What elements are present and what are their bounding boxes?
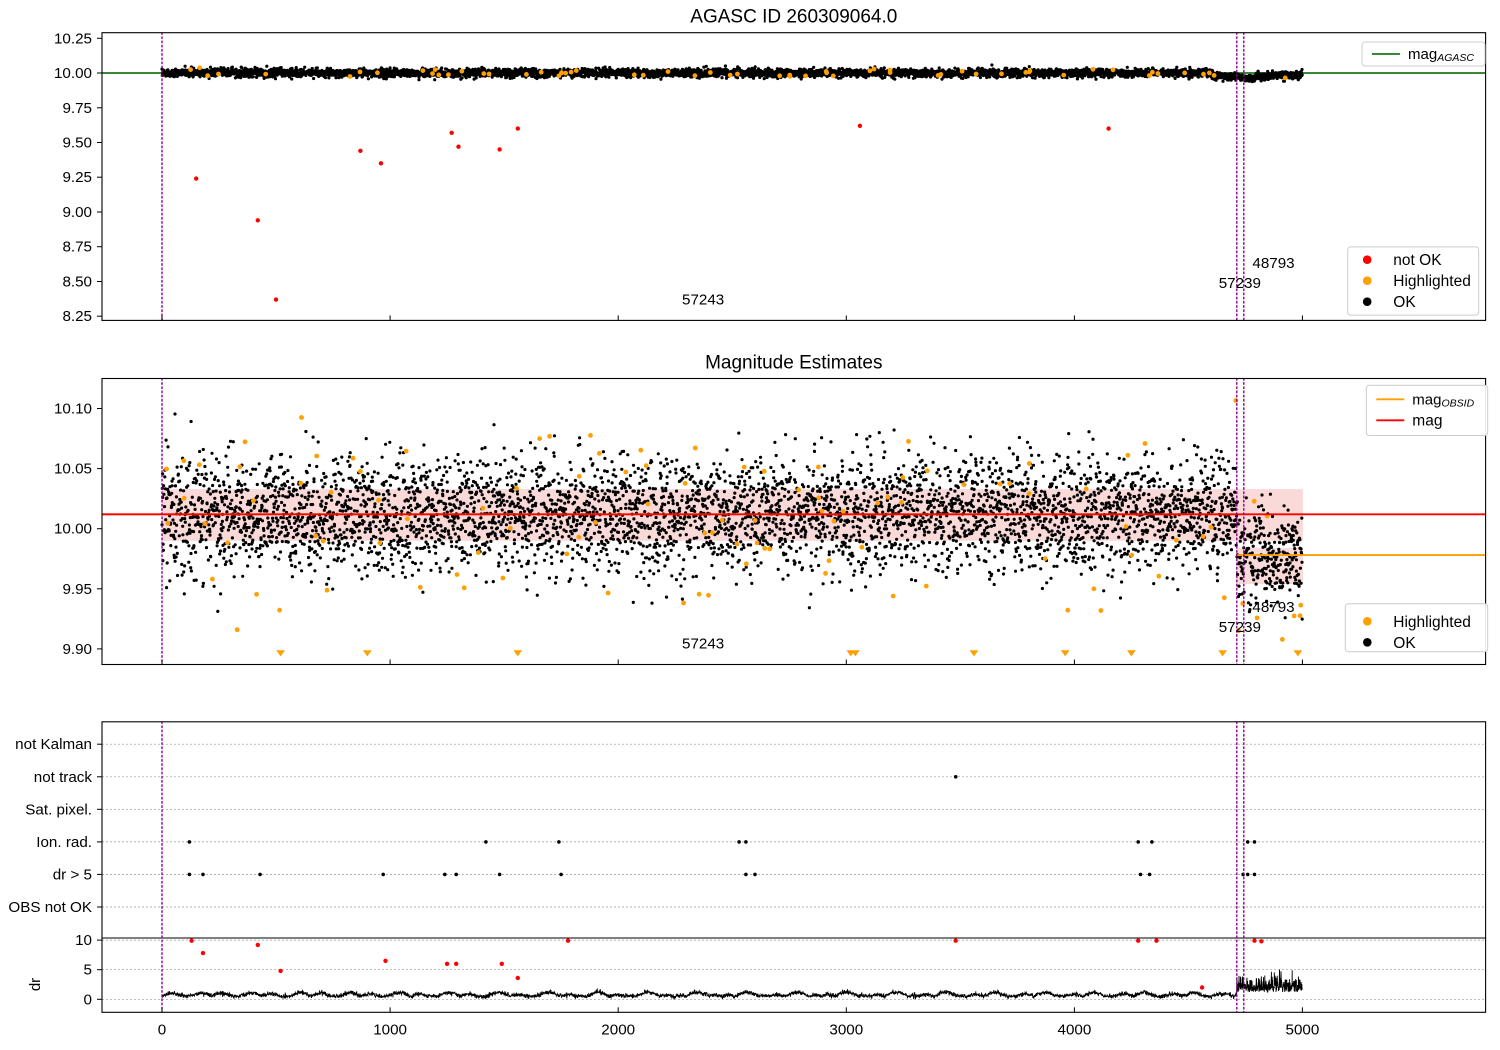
- svg-text:5000: 5000: [1286, 1021, 1320, 1038]
- svg-text:5: 5: [84, 962, 92, 979]
- svg-text:Ion. rad.: Ion. rad.: [36, 834, 92, 851]
- svg-text:0: 0: [158, 1021, 166, 1038]
- svg-text:Sat. pixel.: Sat. pixel.: [25, 801, 92, 818]
- svg-text:OK: OK: [1393, 635, 1416, 652]
- svg-text:AGASC ID 260309064.0: AGASC ID 260309064.0: [690, 7, 897, 28]
- svg-text:48793: 48793: [1252, 255, 1294, 272]
- svg-text:9.75: 9.75: [62, 100, 92, 117]
- svg-text:9.50: 9.50: [62, 135, 92, 152]
- svg-text:9.95: 9.95: [62, 581, 92, 598]
- svg-text:1000: 1000: [373, 1021, 407, 1038]
- svg-text:mag: mag: [1412, 412, 1442, 429]
- svg-text:0: 0: [84, 991, 92, 1008]
- svg-text:57243: 57243: [682, 636, 724, 653]
- svg-text:4000: 4000: [1058, 1021, 1092, 1038]
- svg-text:9.90: 9.90: [62, 641, 92, 658]
- svg-text:Magnitude Estimates: Magnitude Estimates: [705, 353, 882, 374]
- svg-text:9.00: 9.00: [62, 204, 92, 221]
- svg-text:8.25: 8.25: [62, 308, 92, 325]
- svg-text:57243: 57243: [682, 291, 724, 308]
- svg-text:8.75: 8.75: [62, 239, 92, 256]
- svg-text:Highlighted: Highlighted: [1393, 273, 1471, 290]
- svg-text:dr > 5: dr > 5: [53, 866, 92, 883]
- svg-text:OBS not OK: OBS not OK: [8, 899, 92, 916]
- svg-text:Highlighted: Highlighted: [1393, 614, 1471, 631]
- svg-text:10.00: 10.00: [54, 65, 92, 82]
- svg-text:48793: 48793: [1252, 599, 1294, 616]
- svg-text:10.05: 10.05: [54, 461, 92, 478]
- svg-text:57239: 57239: [1219, 275, 1261, 292]
- svg-text:10.10: 10.10: [54, 401, 92, 418]
- svg-text:OK: OK: [1393, 294, 1416, 311]
- svg-text:3000: 3000: [829, 1021, 863, 1038]
- svg-text:10.25: 10.25: [54, 30, 92, 47]
- svg-text:2000: 2000: [601, 1021, 635, 1038]
- svg-text:not Kalman: not Kalman: [15, 736, 92, 753]
- svg-text:8.50: 8.50: [62, 274, 92, 291]
- svg-text:9.25: 9.25: [62, 169, 92, 186]
- svg-text:57239: 57239: [1219, 619, 1261, 636]
- svg-text:10: 10: [75, 932, 92, 949]
- svg-text:dr: dr: [27, 978, 44, 991]
- svg-text:10.00: 10.00: [54, 521, 92, 538]
- svg-text:not track: not track: [34, 769, 93, 786]
- svg-text:not OK: not OK: [1393, 252, 1442, 269]
